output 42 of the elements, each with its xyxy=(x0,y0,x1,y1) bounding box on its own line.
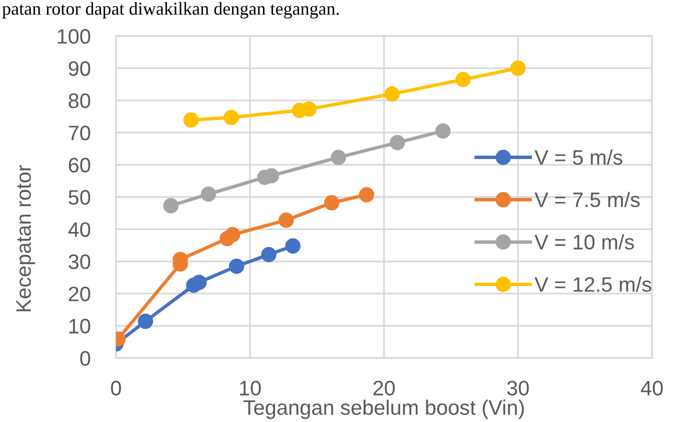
x-tick-label: 40 xyxy=(640,380,663,396)
point xyxy=(200,186,216,202)
y-tick-label: 60 xyxy=(68,158,90,173)
x-tick-label: 30 xyxy=(507,380,529,396)
point xyxy=(228,258,244,274)
point xyxy=(455,72,471,88)
y-tick-label: 70 xyxy=(68,126,90,140)
y-tick-label: 40 xyxy=(68,222,90,237)
legend-label: V = 5 m/s xyxy=(534,150,622,165)
point xyxy=(278,212,294,228)
x-tick-label: 20 xyxy=(373,380,395,396)
point xyxy=(285,238,301,254)
point xyxy=(163,198,179,214)
x-axis-title: Tegangan sebelum boost (Vin) xyxy=(243,400,524,420)
y-tick-label: 100 xyxy=(58,29,90,44)
legend-label: V = 12.5 m/s xyxy=(534,276,652,292)
y-tick-label: 10 xyxy=(69,318,90,334)
legend-label: V = 7.5 m/s xyxy=(534,192,640,208)
point xyxy=(510,60,526,76)
x-tick-label: 0 xyxy=(111,380,121,396)
point xyxy=(224,110,239,126)
text: patan rotor dapat diwakilkan dengan tegangan. xyxy=(2,2,339,19)
point xyxy=(435,123,451,139)
point xyxy=(358,187,374,202)
point xyxy=(330,150,346,166)
point xyxy=(324,195,340,210)
y-tick-label: 50 xyxy=(68,190,90,205)
point xyxy=(261,247,276,262)
y-tick-label: 20 xyxy=(68,286,90,302)
y-tick-label: 30 xyxy=(68,254,90,270)
y-tick-label: 90 xyxy=(68,61,90,76)
y-tick-label: 0 xyxy=(80,351,90,366)
point xyxy=(183,112,199,128)
point xyxy=(191,274,207,290)
legend-label: V = 10 m/s xyxy=(534,234,634,250)
x-tick-label: 10 xyxy=(240,380,261,396)
y-tick-label: 80 xyxy=(68,93,90,108)
point xyxy=(138,314,154,329)
y-axis-title: Kecepatan rotor xyxy=(16,165,36,312)
point xyxy=(224,227,240,242)
point xyxy=(384,86,400,102)
point xyxy=(390,134,406,150)
